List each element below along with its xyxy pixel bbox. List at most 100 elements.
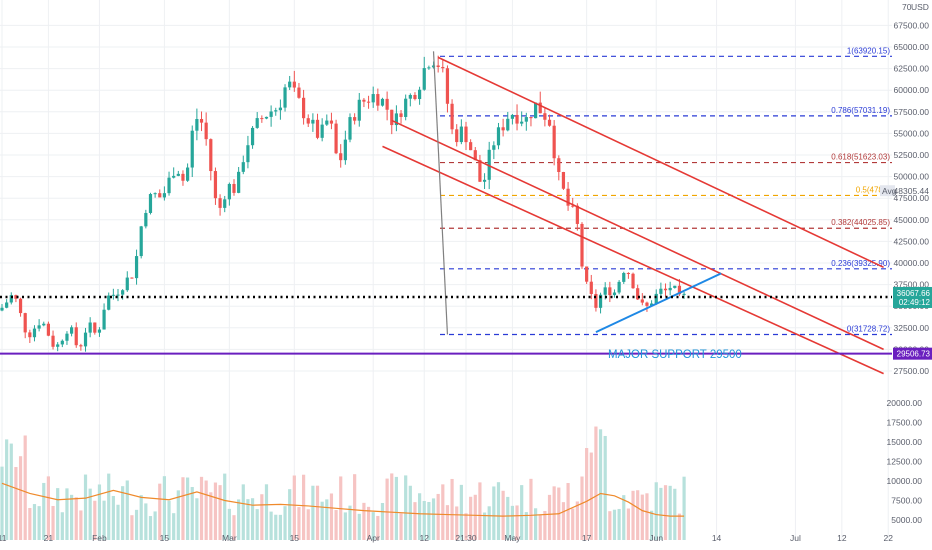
volume-bar <box>46 476 50 540</box>
volume-bar <box>376 515 380 540</box>
volume-tick-label: 10000.00 <box>887 476 923 486</box>
drawing-tools[interactable] <box>0 51 892 375</box>
volume-bar <box>348 505 352 540</box>
candle-body <box>640 299 644 303</box>
measure-line[interactable] <box>432 51 449 335</box>
price-tick-label: 45000.00 <box>894 215 930 225</box>
price-tick-label: 40000.00 <box>894 258 930 268</box>
volume-bar <box>510 505 514 540</box>
volume-bar <box>232 515 236 540</box>
candle-body <box>56 344 60 347</box>
time-tick-label: May <box>504 533 521 543</box>
volume-bar <box>524 512 528 540</box>
candle-body <box>311 119 315 124</box>
candle-body <box>520 121 524 124</box>
candle-countdown: 02:49:12 <box>899 298 931 307</box>
volume-bar <box>329 493 334 540</box>
volume-bar <box>571 508 575 540</box>
candle-body <box>654 293 658 304</box>
candle-body <box>455 129 459 143</box>
volume-bar <box>515 505 519 540</box>
volume-bar <box>125 480 129 540</box>
candle-body <box>552 125 556 159</box>
candle-body <box>598 294 603 308</box>
candle-body <box>125 277 129 291</box>
candle-body <box>153 193 157 195</box>
channel-line-lower[interactable] <box>382 145 884 375</box>
support-trend-line[interactable] <box>595 272 722 334</box>
volume-bar <box>255 509 259 540</box>
candle-body <box>297 87 301 98</box>
volume-bar <box>501 490 505 540</box>
volume-bar <box>427 501 431 540</box>
candle-body <box>663 288 668 291</box>
candle-body <box>622 273 626 282</box>
candle-body <box>181 173 185 181</box>
volume-bar <box>640 494 644 540</box>
candle-body <box>534 102 538 119</box>
volume-bar <box>612 509 617 540</box>
price-axis[interactable]: 27500.0030000.0032500.0035000.0037500.00… <box>880 0 932 550</box>
volume-bar <box>538 515 542 540</box>
candle-body <box>459 126 463 143</box>
volume-bar <box>506 496 510 540</box>
channel-line-middle[interactable] <box>391 119 884 351</box>
candle-body <box>218 198 222 208</box>
volume-bar <box>288 489 292 540</box>
volume-bar <box>28 507 32 540</box>
volume-bar <box>353 474 357 540</box>
volume-bar <box>343 512 347 540</box>
candle-body <box>241 162 245 172</box>
candle-body <box>274 110 278 112</box>
time-tick-label: Mar <box>222 533 237 543</box>
candle-body <box>464 126 468 143</box>
fibonacci-retracement[interactable]: 1(63920.15) 0.786(57031.19) 0.618(51623.03… <box>440 46 892 336</box>
candle-body <box>399 113 403 117</box>
volume-bar <box>111 495 115 540</box>
candle-body <box>51 335 55 347</box>
volume-bar <box>172 513 176 540</box>
volume-bar <box>74 497 78 540</box>
volume-bar <box>315 485 320 540</box>
candle-body <box>65 333 69 341</box>
volume-bar <box>552 486 556 540</box>
volume-bar <box>223 473 227 540</box>
candle-body <box>204 122 208 140</box>
candle-body <box>60 340 64 345</box>
volume-bar <box>153 511 157 540</box>
candle-body <box>636 288 640 300</box>
volume-bar <box>60 512 64 540</box>
volume-bar <box>529 478 533 540</box>
candle-body <box>673 285 677 288</box>
volume-bar <box>116 504 120 540</box>
volume-bar <box>654 482 658 540</box>
volume-tick-label: 12500.00 <box>887 457 923 467</box>
volume-bar <box>380 503 385 540</box>
candle-body <box>121 290 125 295</box>
candle-body <box>292 81 296 88</box>
volume-bar <box>167 500 171 540</box>
candle-body <box>199 118 204 123</box>
candlesticks <box>0 55 686 352</box>
candle-body <box>116 294 120 296</box>
volume-bar <box>663 485 668 540</box>
channel-line-upper[interactable] <box>437 56 884 269</box>
candle-body <box>501 127 505 131</box>
candle-body <box>186 167 190 181</box>
candle-body <box>566 188 570 206</box>
candle-body <box>617 281 621 293</box>
candle-body <box>529 117 533 119</box>
volume-bar <box>292 475 296 540</box>
avg-badge-label: Avg <box>882 186 897 196</box>
candle-body <box>515 114 519 124</box>
time-axis[interactable]: 11 21 Feb 15 Mar 15 Apr 12 21:30 May 17 Jun 14 Jul 12 2… <box>0 533 893 543</box>
volume-bar <box>673 488 677 540</box>
fib-level-label: 0.618(51623.03) <box>831 153 890 162</box>
volume-bar <box>320 501 324 540</box>
volume-bar <box>195 498 199 540</box>
volume-bar <box>626 508 630 540</box>
current-price-value: 36067.66 <box>897 289 931 298</box>
candle-body <box>139 226 143 257</box>
candle-body <box>130 277 134 279</box>
